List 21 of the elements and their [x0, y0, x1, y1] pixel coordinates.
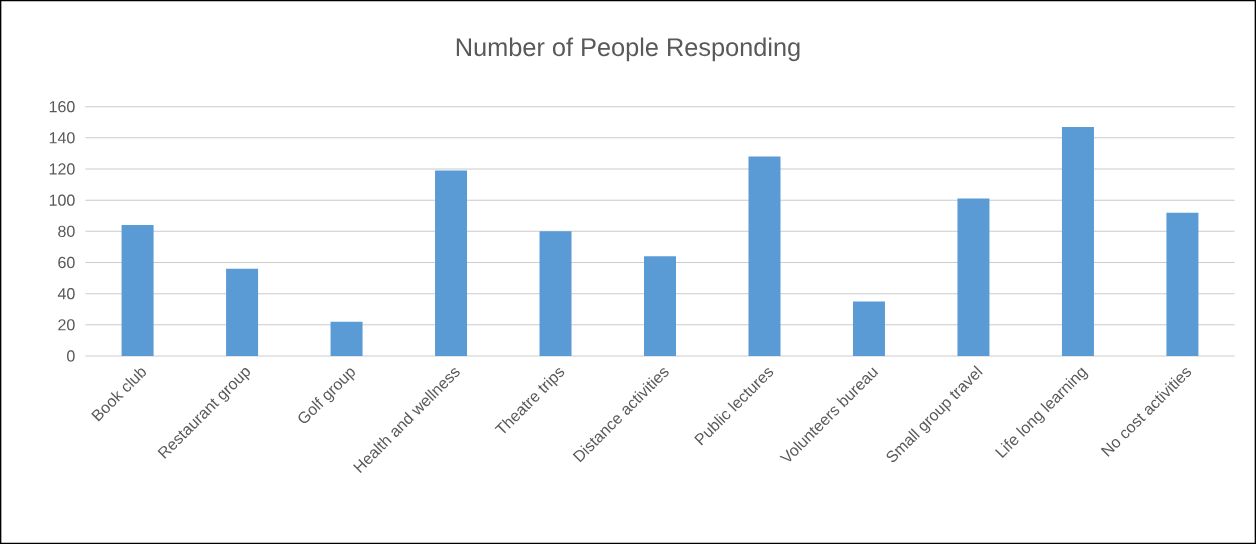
- y-tick-label: 100: [49, 194, 75, 206]
- y-tick-label: 140: [49, 132, 75, 144]
- bar: [539, 231, 572, 356]
- bar: [957, 198, 990, 356]
- y-tick-label: 0: [67, 350, 75, 362]
- y-tick-label: 60: [58, 256, 75, 269]
- y-tick-label: 40: [57, 288, 75, 300]
- bar: [1061, 126, 1094, 356]
- bar: [435, 170, 468, 356]
- bar: [330, 321, 363, 356]
- bar: [121, 225, 154, 356]
- bar: [852, 301, 885, 356]
- bar: [644, 256, 676, 356]
- bar: [1166, 212, 1199, 356]
- bar: [748, 156, 781, 356]
- y-tick-label: 80: [58, 225, 75, 237]
- chart-title: Number of People Responding: [456, 37, 800, 62]
- bar: [226, 268, 259, 356]
- y-tick-label: 120: [49, 163, 75, 175]
- y-tick-label: 20: [58, 319, 75, 331]
- y-tick-label: 160: [49, 101, 75, 113]
